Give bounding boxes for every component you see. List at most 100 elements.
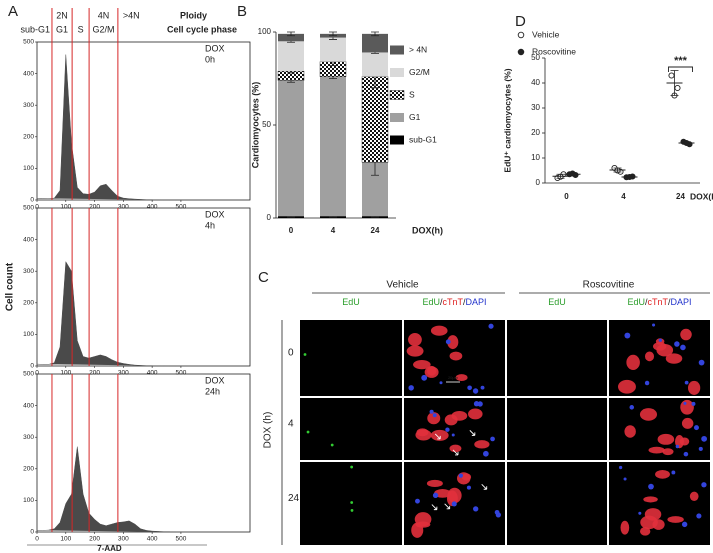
annotation: DOX (205, 375, 225, 385)
x-tick-label: 100 (60, 536, 71, 543)
cell (662, 448, 674, 456)
x-tick-label: 500 (175, 370, 186, 377)
legend-swatch (390, 68, 404, 77)
error-bar (670, 70, 679, 96)
channel-label-part: cTnT (647, 297, 668, 307)
cell (655, 469, 670, 479)
legend-marker (517, 48, 525, 56)
nucleus (415, 498, 420, 504)
cell (426, 479, 443, 488)
cell (643, 496, 658, 503)
row-label: 0 (288, 348, 294, 359)
scale-bar-label: 20μm (448, 375, 459, 380)
legend-label: Roscovitine (532, 46, 576, 56)
cell (416, 428, 429, 437)
phase-label: sub-G1 (20, 24, 50, 34)
y-tick-label: 400 (23, 70, 34, 77)
cell (626, 354, 640, 371)
edu-dot (330, 443, 334, 447)
y-tick-label: 400 (23, 402, 34, 409)
cell (667, 516, 684, 523)
x-tick-label: 400 (147, 370, 158, 377)
y-axis-label: EdU⁺ cardiomyocytes (%) (502, 68, 512, 172)
channel-label: EdU (342, 297, 360, 307)
y-tick-label: 50 (262, 120, 271, 129)
legend-swatch (389, 90, 405, 100)
legend-label: Vehicle (532, 29, 560, 39)
data-point (674, 84, 681, 92)
nucleus (451, 501, 457, 507)
x-tick-label: 400 (147, 536, 158, 543)
nucleus (472, 388, 479, 394)
y-tick-label: 30 (531, 103, 540, 112)
y-tick-label: 200 (23, 466, 34, 473)
legend-label: G2/M (409, 67, 430, 77)
ploidy-label: 2N (56, 10, 68, 20)
error-bar (329, 31, 337, 37)
y-tick-label: 300 (23, 102, 34, 109)
y-tick-label: 100 (23, 497, 34, 504)
arrow (434, 433, 441, 440)
cell (430, 429, 449, 441)
nucleus (432, 492, 439, 499)
x-tick-label: 200 (89, 204, 100, 211)
nucleus (451, 433, 455, 437)
arrow (481, 483, 488, 490)
x-tick-label: 0 (289, 226, 294, 235)
channel-label: EdU/cTnT/DAPI (627, 297, 691, 307)
y-tick-label: 100 (258, 27, 272, 36)
y-tick-label: 200 (23, 300, 34, 307)
phase-label: G2/M (92, 24, 114, 34)
y-tick-label: 40 (531, 78, 540, 87)
panel-label: B (237, 3, 247, 20)
plot-frame (36, 41, 251, 201)
y-tick-label: 0 (30, 197, 34, 204)
bar-segment (362, 52, 388, 77)
x-tick-label: 24 (676, 192, 685, 201)
nucleus (439, 381, 443, 385)
edu-dot (350, 501, 354, 504)
nucleus (693, 425, 699, 431)
channel-label: EdU (548, 297, 566, 307)
cell (468, 408, 483, 420)
cell (427, 412, 441, 425)
annotation: DOX (205, 43, 225, 53)
nucleus (680, 344, 686, 351)
legend-label: sub-G1 (409, 134, 437, 144)
bar-segment (278, 41, 304, 72)
nucleus (494, 509, 500, 515)
x-tick-label: 300 (118, 536, 129, 543)
channel-label-part: DAPI (466, 297, 487, 307)
nucleus (698, 359, 705, 366)
x-axis-label: DOX(h) (690, 191, 713, 201)
cell (430, 325, 448, 336)
x-tick-label: 0 (35, 536, 39, 543)
y-tick-label: 400 (23, 236, 34, 243)
error-bar (625, 176, 634, 178)
nucleus (696, 513, 702, 519)
nucleus (681, 521, 688, 528)
nucleus (698, 446, 703, 451)
cell (449, 351, 463, 361)
cell (451, 410, 468, 421)
micrograph (300, 398, 402, 460)
nucleus (701, 435, 708, 442)
bar-segment (362, 33, 388, 53)
nucleus (445, 427, 450, 432)
nucleus (644, 380, 650, 386)
cell (447, 487, 462, 504)
phase-label: S (78, 24, 84, 34)
cell (408, 333, 422, 347)
legend-swatch (390, 113, 404, 122)
channel-label-part: DAPI (671, 297, 692, 307)
cell (455, 374, 468, 382)
nucleus (618, 465, 623, 470)
edu-dot (303, 353, 307, 356)
y-tick-label: 0 (536, 178, 541, 187)
y-tick-label: 500 (23, 371, 34, 378)
legend-marker (517, 31, 525, 39)
annotation: 0h (205, 54, 215, 64)
cell (680, 399, 694, 415)
cell (414, 512, 432, 527)
y-tick-label: 0 (30, 529, 34, 536)
